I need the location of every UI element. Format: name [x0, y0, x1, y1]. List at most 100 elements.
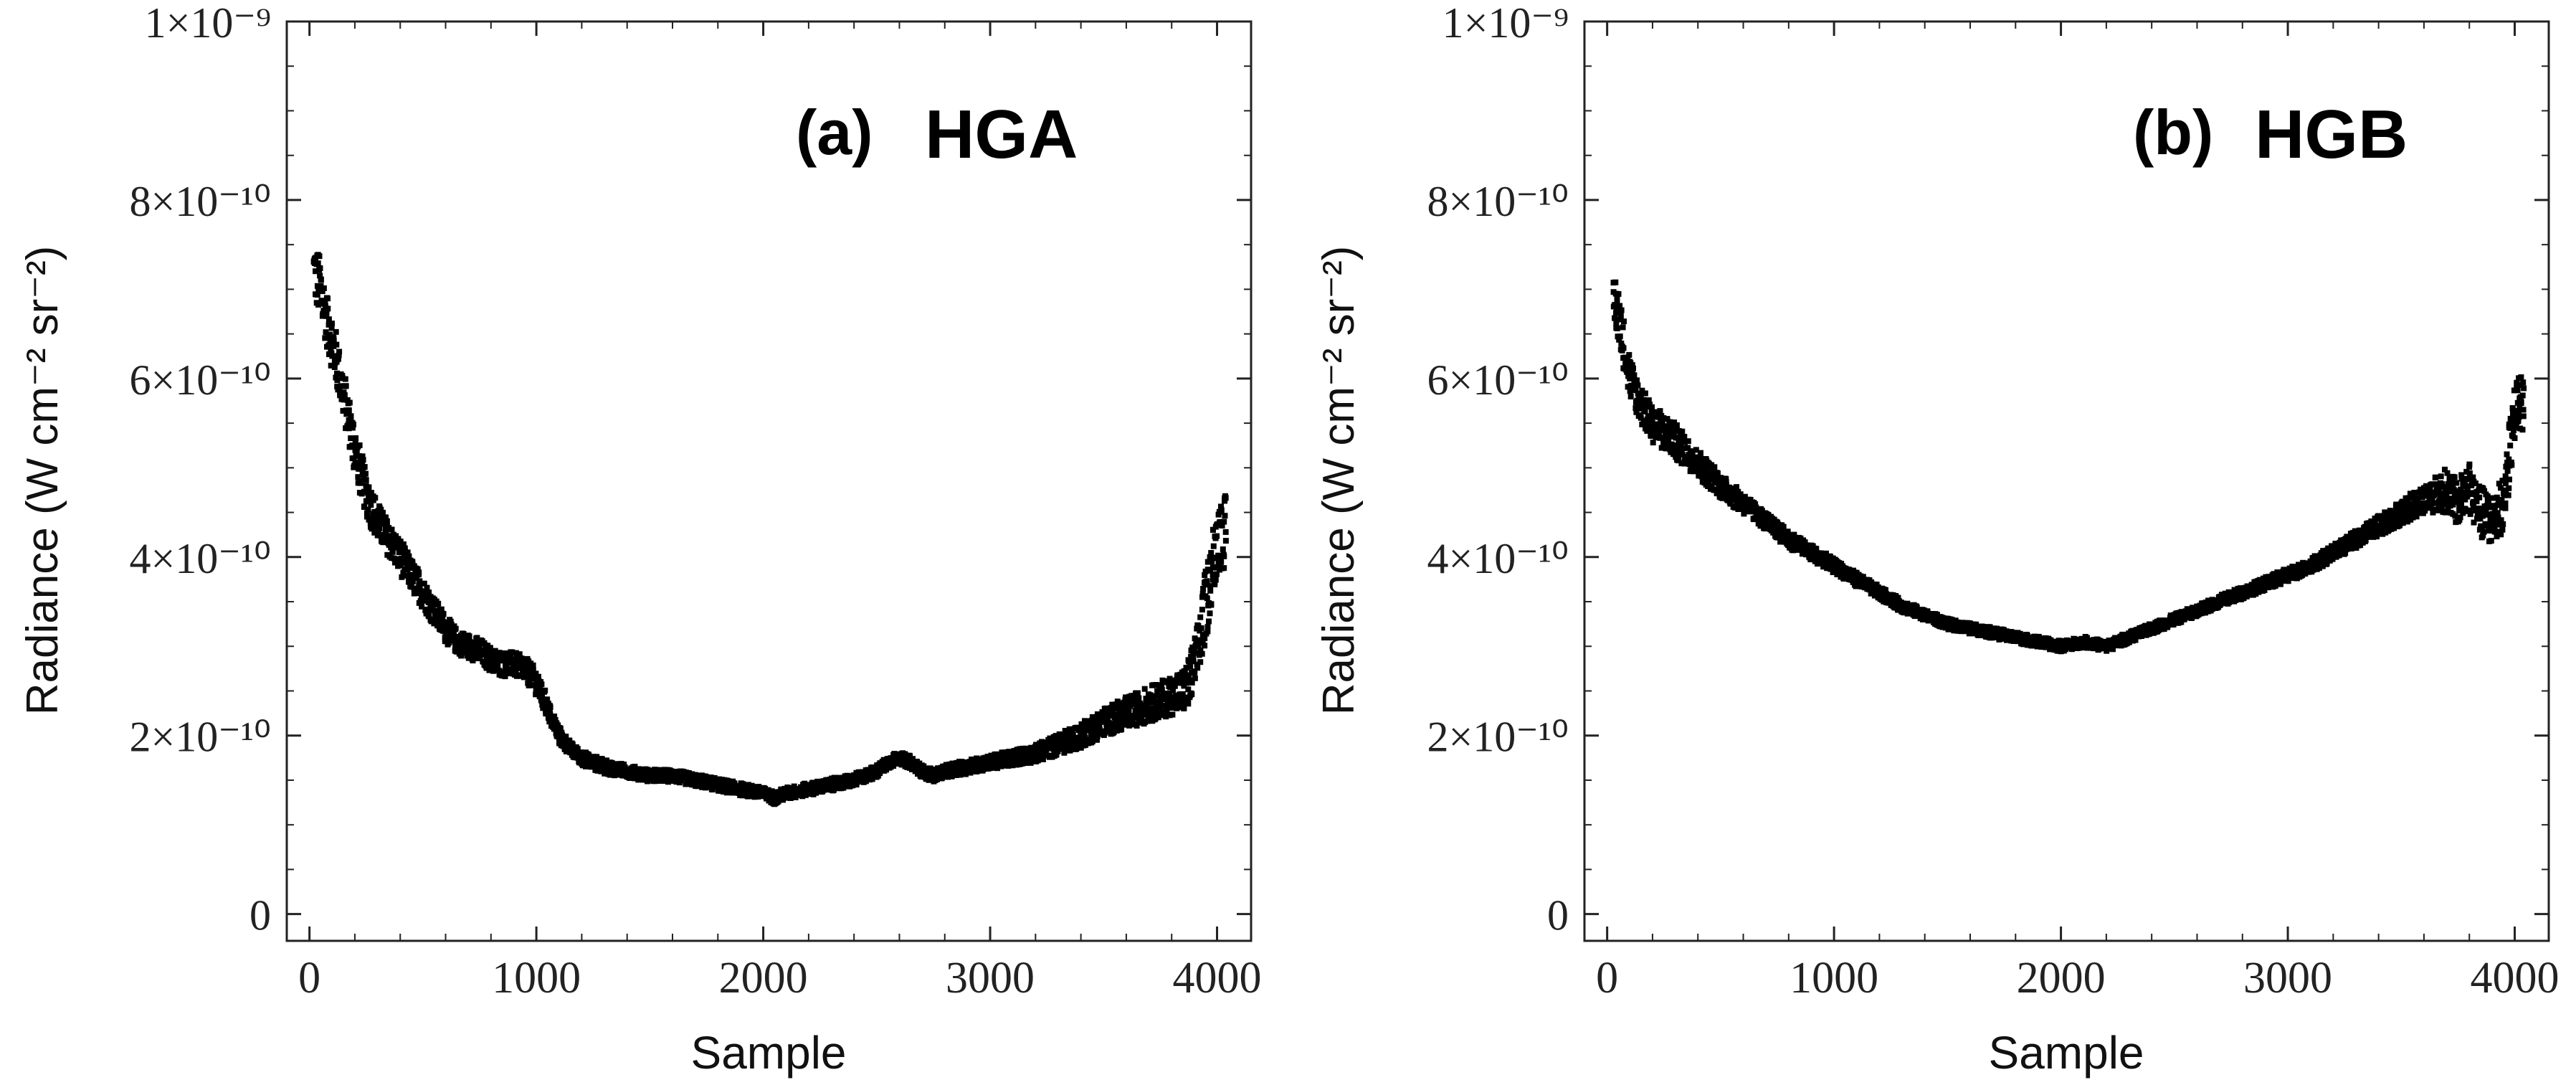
data-point [1670, 428, 1677, 435]
data-point [1698, 473, 1705, 480]
data-point [1676, 452, 1682, 459]
data-point [1154, 688, 1161, 694]
data-point [377, 532, 384, 539]
data-point [399, 574, 405, 580]
data-point [913, 759, 919, 764]
data-point [1144, 700, 1150, 706]
data-point [363, 470, 369, 477]
data-point [380, 509, 386, 516]
data-point [1653, 421, 1660, 427]
x-tick-label: 2000 [719, 954, 808, 1003]
data-point [357, 480, 363, 486]
data-point [1624, 369, 1630, 375]
data-point [318, 276, 324, 283]
data-point [1133, 723, 1140, 729]
data-point [1723, 478, 1729, 485]
data-point [656, 778, 662, 784]
data-point [490, 668, 497, 674]
data-point [476, 647, 483, 653]
data-point [1157, 698, 1164, 704]
data-point [1128, 713, 1135, 719]
data-point [421, 580, 427, 587]
data-point [2170, 622, 2177, 627]
data-point [1658, 445, 1665, 451]
data-point [1625, 365, 1632, 371]
data-point [974, 755, 980, 762]
data-point [368, 502, 374, 508]
data-point [1618, 340, 1625, 346]
data-point [546, 719, 553, 725]
data-point [1209, 572, 1216, 578]
data-point [361, 488, 367, 495]
data-points-hga [310, 252, 1229, 807]
data-point [1681, 434, 1688, 440]
data-point [468, 650, 475, 657]
data-point [331, 364, 338, 370]
data-point [1640, 421, 1647, 427]
data-point [377, 518, 384, 525]
data-point [1934, 612, 1940, 618]
data-point [331, 337, 337, 343]
data-point [1110, 702, 1116, 708]
data-point [414, 575, 419, 582]
data-point [1132, 713, 1139, 719]
data-point [516, 673, 523, 679]
data-point [1204, 578, 1210, 584]
data-point [1199, 607, 1205, 613]
data-point [421, 597, 427, 604]
data-point [1071, 734, 1078, 741]
data-point [346, 399, 353, 406]
data-point [522, 669, 528, 676]
data-point [341, 397, 347, 403]
data-point [1719, 475, 1724, 481]
data-point [1668, 441, 1675, 447]
data-point [1649, 404, 1655, 410]
data-point [1067, 747, 1073, 754]
data-point [1666, 420, 1673, 426]
data-point [1716, 485, 1722, 491]
data-point [1780, 523, 1787, 530]
data-point [404, 549, 411, 556]
data-point [389, 549, 396, 555]
data-point [1714, 490, 1721, 497]
data-point [446, 635, 452, 642]
data-point [1127, 703, 1133, 709]
data-point [409, 579, 416, 584]
data-point [367, 520, 374, 526]
data-point [1092, 727, 1098, 733]
data-point [316, 253, 323, 260]
data-point [578, 749, 584, 756]
data-point [1612, 315, 1617, 321]
data-point [1685, 438, 1691, 445]
data-point [1613, 321, 1620, 327]
data-point [469, 655, 475, 662]
data-point [1121, 721, 1128, 728]
data-point [1085, 721, 1091, 728]
data-point [1737, 494, 1744, 501]
data-point [1193, 638, 1199, 645]
data-point [1638, 391, 1645, 397]
data-point [1762, 517, 1769, 523]
data-point [1639, 387, 1645, 394]
data-point [1204, 595, 1210, 602]
data-point [1109, 710, 1116, 716]
data-point [1053, 752, 1060, 758]
data-point [1199, 594, 1205, 600]
data-point [402, 572, 409, 579]
data-point [1189, 644, 1196, 650]
data-point [769, 792, 774, 798]
data-point [1170, 687, 1177, 693]
data-point [1641, 418, 1648, 424]
data-point [361, 503, 368, 510]
data-point [1194, 665, 1201, 671]
data-point [979, 767, 986, 774]
data-point [1621, 318, 1627, 325]
data-point [329, 321, 335, 327]
data-point [711, 774, 718, 781]
data-point [1767, 522, 1773, 529]
data-point [384, 518, 390, 524]
data-point [1633, 409, 1640, 415]
data-point [1153, 709, 1159, 716]
data-point [1703, 469, 1710, 475]
data-point [1222, 529, 1229, 535]
